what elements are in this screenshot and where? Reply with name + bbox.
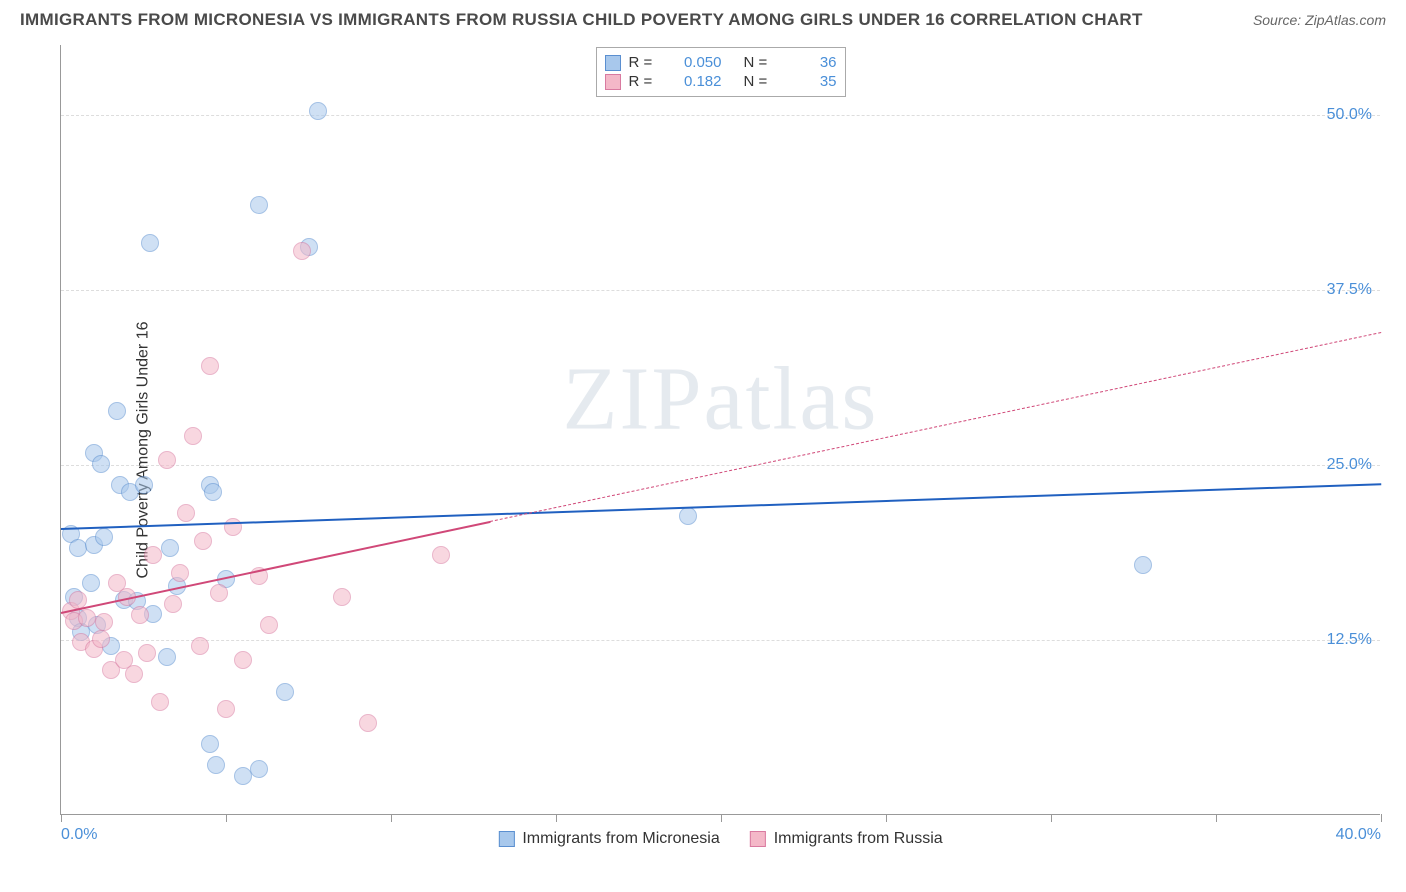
- data-point: [207, 756, 225, 774]
- legend-n-key: N =: [744, 73, 774, 90]
- legend-swatch: [750, 831, 766, 847]
- legend-item: Immigrants from Micronesia: [498, 830, 719, 848]
- legend-r-value: 0.050: [667, 54, 722, 71]
- data-point: [92, 455, 110, 473]
- data-point: [184, 427, 202, 445]
- trend-line: [490, 332, 1381, 522]
- data-point: [260, 616, 278, 634]
- gridline: [61, 115, 1380, 116]
- source-label: Source: ZipAtlas.com: [1253, 12, 1386, 28]
- data-point: [234, 767, 252, 785]
- trend-line: [61, 521, 490, 614]
- y-tick-label: 50.0%: [1327, 106, 1372, 124]
- legend-label: Immigrants from Micronesia: [522, 830, 719, 848]
- data-point: [95, 528, 113, 546]
- legend-swatch: [605, 55, 621, 71]
- x-tick: [61, 814, 62, 822]
- x-tick-label: 0.0%: [61, 826, 97, 844]
- data-point: [250, 196, 268, 214]
- data-point: [201, 735, 219, 753]
- x-tick: [886, 814, 887, 822]
- watermark-zip: ZIP: [563, 349, 704, 448]
- legend-r-key: R =: [629, 54, 659, 71]
- legend-n-value: 36: [782, 54, 837, 71]
- data-point: [95, 613, 113, 631]
- data-point: [293, 242, 311, 260]
- data-point: [78, 609, 96, 627]
- legend-r-value: 0.182: [667, 73, 722, 90]
- x-tick: [1381, 814, 1382, 822]
- x-tick-label: 40.0%: [1336, 826, 1381, 844]
- data-point: [359, 714, 377, 732]
- y-tick-label: 12.5%: [1327, 631, 1372, 649]
- x-tick: [556, 814, 557, 822]
- y-tick-label: 37.5%: [1327, 281, 1372, 299]
- legend-swatch: [498, 831, 514, 847]
- legend-stats: R = 0.050 N = 36 R = 0.182 N = 35: [596, 47, 846, 97]
- data-point: [177, 504, 195, 522]
- legend-n-value: 35: [782, 73, 837, 90]
- chart-title: IMMIGRANTS FROM MICRONESIA VS IMMIGRANTS…: [20, 10, 1143, 30]
- gridline: [61, 640, 1380, 641]
- data-point: [138, 644, 156, 662]
- data-point: [250, 760, 268, 778]
- data-point: [158, 648, 176, 666]
- data-point: [131, 606, 149, 624]
- plot-area: ZIPatlas R =0.050N =36R =0.182N =35 Immi…: [60, 45, 1380, 815]
- data-point: [210, 584, 228, 602]
- x-tick: [1051, 814, 1052, 822]
- legend-stat-row: R = 0.182 N = 35: [605, 73, 837, 90]
- data-point: [161, 539, 179, 557]
- x-tick: [226, 814, 227, 822]
- data-point: [82, 574, 100, 592]
- data-point: [108, 402, 126, 420]
- data-point: [201, 357, 219, 375]
- data-point: [125, 665, 143, 683]
- data-point: [141, 234, 159, 252]
- gridline: [61, 465, 1380, 466]
- chart-container: Child Poverty Among Girls Under 16 ZIPat…: [50, 45, 1390, 855]
- data-point: [204, 483, 222, 501]
- legend-item: Immigrants from Russia: [750, 830, 943, 848]
- legend-n-key: N =: [744, 54, 774, 71]
- data-point: [151, 693, 169, 711]
- trend-line: [61, 483, 1381, 530]
- x-tick: [721, 814, 722, 822]
- watermark: ZIPatlas: [563, 347, 879, 450]
- data-point: [135, 476, 153, 494]
- legend-stat-row: R = 0.050 N = 36: [605, 54, 837, 71]
- data-point: [69, 539, 87, 557]
- legend-r-key: R =: [629, 73, 659, 90]
- data-point: [333, 588, 351, 606]
- data-point: [276, 683, 294, 701]
- legend-label: Immigrants from Russia: [774, 830, 943, 848]
- data-point: [92, 630, 110, 648]
- gridline: [61, 290, 1380, 291]
- data-point: [217, 700, 235, 718]
- data-point: [144, 546, 162, 564]
- legend-swatch: [605, 74, 621, 90]
- data-point: [164, 595, 182, 613]
- watermark-atlas: atlas: [704, 349, 879, 448]
- data-point: [191, 637, 209, 655]
- data-point: [309, 102, 327, 120]
- data-point: [234, 651, 252, 669]
- y-tick-label: 25.0%: [1327, 456, 1372, 474]
- x-tick: [1216, 814, 1217, 822]
- data-point: [1134, 556, 1152, 574]
- x-tick: [391, 814, 392, 822]
- data-point: [194, 532, 212, 550]
- data-point: [432, 546, 450, 564]
- data-point: [224, 518, 242, 536]
- data-point: [158, 451, 176, 469]
- data-point: [679, 507, 697, 525]
- data-point: [171, 564, 189, 582]
- legend-series: Immigrants from Micronesia Immigrants fro…: [498, 830, 942, 848]
